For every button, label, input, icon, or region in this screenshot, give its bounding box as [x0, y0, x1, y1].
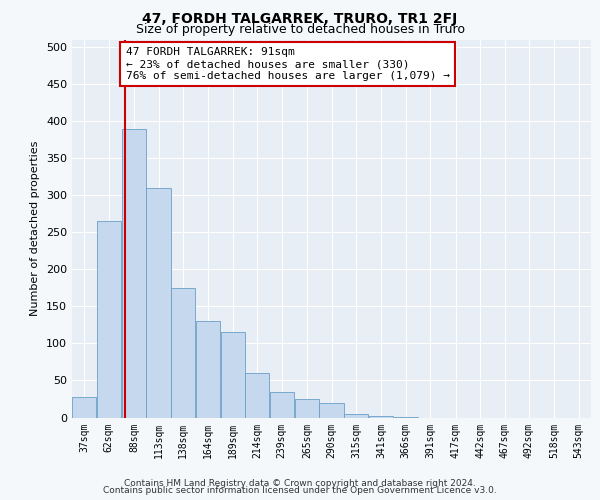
Bar: [146, 188, 170, 418]
Bar: [344, 414, 368, 418]
Bar: [171, 288, 195, 418]
Bar: [97, 222, 121, 418]
Text: Size of property relative to detached houses in Truro: Size of property relative to detached ho…: [136, 24, 464, 36]
Text: 47, FORDH TALGARREK, TRURO, TR1 2FJ: 47, FORDH TALGARREK, TRURO, TR1 2FJ: [142, 12, 458, 26]
Bar: [221, 332, 245, 418]
Bar: [394, 417, 418, 418]
Text: 47 FORDH TALGARREK: 91sqm
← 23% of detached houses are smaller (330)
76% of semi: 47 FORDH TALGARREK: 91sqm ← 23% of detac…: [126, 48, 450, 80]
Text: Contains public sector information licensed under the Open Government Licence v3: Contains public sector information licen…: [103, 486, 497, 495]
Y-axis label: Number of detached properties: Number of detached properties: [31, 141, 40, 316]
Bar: [269, 392, 294, 417]
Bar: [122, 129, 146, 418]
Bar: [295, 399, 319, 417]
Bar: [72, 397, 96, 417]
Bar: [196, 322, 220, 418]
Bar: [245, 373, 269, 418]
Bar: [369, 416, 394, 418]
Bar: [319, 402, 344, 417]
Text: Contains HM Land Registry data © Crown copyright and database right 2024.: Contains HM Land Registry data © Crown c…: [124, 478, 476, 488]
